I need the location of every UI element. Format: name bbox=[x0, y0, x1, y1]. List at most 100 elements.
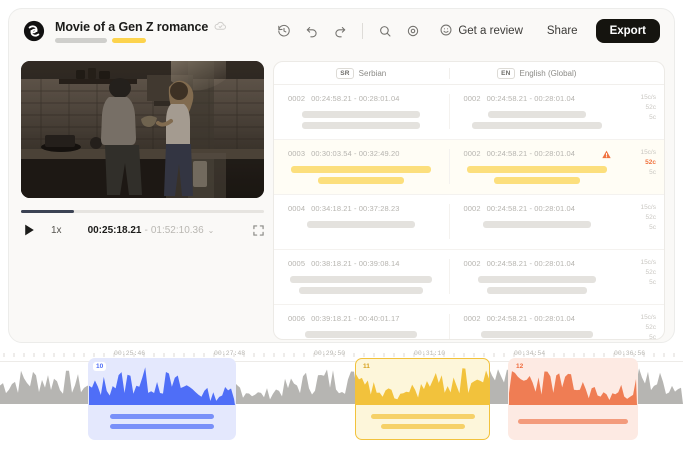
subtitle-index: 0002 bbox=[463, 94, 481, 103]
subtitle-index: 0004 bbox=[288, 204, 306, 213]
clip-waveform bbox=[356, 363, 489, 405]
ruler-tick-label: 00:31:10 bbox=[414, 350, 446, 357]
subtitle-text-line bbox=[477, 276, 596, 283]
subtitle-index: 0002 bbox=[463, 314, 481, 323]
subtitle-text-line bbox=[471, 122, 602, 129]
get-a-review-button[interactable]: Get a review bbox=[433, 19, 529, 44]
subtitle-time-range: 00:24:58.21 - 00:28:01.04 bbox=[486, 259, 575, 268]
metric-value: 15c/s bbox=[640, 259, 656, 266]
subtitle-time-range: 00:24:58.21 - 00:28:01.04 bbox=[311, 94, 400, 103]
time-separator: - bbox=[144, 224, 148, 236]
timeline-clip[interactable]: 11 bbox=[355, 358, 490, 440]
settings-icon[interactable] bbox=[401, 19, 425, 43]
metric-value: 52c bbox=[645, 269, 656, 277]
subtitle-text-line bbox=[290, 276, 433, 283]
undo-icon[interactable] bbox=[300, 19, 324, 43]
metric-value: 5c bbox=[649, 334, 656, 340]
search-icon[interactable] bbox=[373, 19, 397, 43]
chevron-down-icon[interactable]: ⌄ bbox=[207, 225, 215, 235]
subtitle-text-lines bbox=[288, 166, 435, 184]
table-row[interactable]: 0002 00:24:58.21 - 00:28:01.04 0002 00:24:5… bbox=[274, 85, 664, 140]
clip-waveform bbox=[89, 363, 235, 405]
subtitle-cell-target[interactable]: 0002 00:24:58.21 - 00:28:01.04 bbox=[450, 259, 625, 294]
timeline-clip[interactable]: 10 bbox=[88, 358, 236, 440]
table-row[interactable]: 0003 00:30:03.54 - 00:32:49.20 0002 00:24:5… bbox=[274, 140, 664, 195]
metric-value: 5c bbox=[649, 279, 656, 287]
language-code-chip: SR bbox=[336, 67, 354, 79]
subtitle-cell-source[interactable]: 0003 00:30:03.54 - 00:32:49.20 bbox=[274, 149, 450, 184]
get-a-review-label: Get a review bbox=[458, 25, 523, 37]
fullscreen-icon[interactable] bbox=[253, 224, 264, 236]
subtitle-text-lines bbox=[464, 166, 611, 184]
clip-text-block bbox=[509, 403, 637, 439]
scrubber-progress bbox=[21, 210, 75, 213]
video-scrubber[interactable] bbox=[21, 210, 264, 213]
placeholder-bar-yellow bbox=[112, 37, 146, 43]
timeline-clip[interactable]: 12 bbox=[508, 358, 638, 440]
row-metrics: 15c/s 52c 5c bbox=[602, 149, 664, 184]
player-controls: 1x 00:25:18.21 - 01:52:10.36 ⌄ bbox=[21, 222, 264, 238]
subtitle-cell-source[interactable]: 0005 00:38:18.21 - 00:39:08.14 bbox=[274, 259, 450, 294]
metric-value: 15c/s bbox=[640, 149, 656, 156]
subtitle-text-lines bbox=[288, 111, 435, 129]
language-name: Serbian bbox=[358, 68, 387, 78]
language-code-chip: EN bbox=[497, 67, 515, 79]
subtitle-cell-target[interactable]: 0002 00:24:58.21 - 00:28:01.04 bbox=[450, 314, 625, 339]
language-name: English (Global) bbox=[519, 68, 577, 78]
redo-icon[interactable] bbox=[328, 19, 352, 43]
clip-text-block bbox=[89, 403, 235, 439]
subtitle-table: SR Serbian EN English (Global) 0002 00:24… bbox=[273, 61, 665, 340]
clip-text-block bbox=[356, 403, 489, 439]
language-column-target[interactable]: EN English (Global) bbox=[450, 67, 625, 79]
header-toolbar: Get a review Share Export bbox=[272, 19, 660, 44]
metric-value: 52c bbox=[645, 104, 656, 112]
table-row[interactable]: 0006 00:39:18.21 - 00:40:01.17 0002 00:24:5… bbox=[274, 305, 664, 340]
warning-triangle-icon[interactable] bbox=[602, 150, 611, 159]
subtitle-time-range: 00:24:58.21 - 00:28:01.04 bbox=[486, 314, 575, 323]
time-display[interactable]: 00:25:18.21 - 01:52:10.36 ⌄ bbox=[88, 225, 215, 236]
ruler-tick-label: 00:29:50 bbox=[314, 350, 346, 357]
subtitle-timecode: 0002 00:24:58.21 - 00:28:01.04 bbox=[464, 314, 611, 323]
metric-value: 5c bbox=[649, 224, 656, 232]
page-title[interactable]: Movie of a Gen Z romance bbox=[55, 19, 209, 34]
share-button[interactable]: Share bbox=[546, 25, 578, 37]
metric-value: 5c bbox=[649, 114, 656, 122]
subtitle-index: 0006 bbox=[288, 314, 306, 323]
metric-value: 52c bbox=[645, 324, 656, 332]
subtitle-timecode: 0004 00:34:18.21 - 00:37:28.23 bbox=[288, 204, 435, 213]
subtitle-cell-target[interactable]: 0002 00:24:58.21 - 00:28:01.04 bbox=[450, 94, 625, 129]
subtitle-text-line bbox=[480, 331, 593, 338]
subtitle-timecode: 0002 00:24:58.21 - 00:28:01.04 bbox=[464, 149, 611, 158]
export-button[interactable]: Export bbox=[595, 19, 660, 43]
subtitle-time-range: 00:24:58.21 - 00:28:01.04 bbox=[486, 149, 575, 158]
current-time: 00:25:18.21 bbox=[87, 224, 142, 236]
subtitle-time-range: 00:24:58.21 - 00:28:01.04 bbox=[486, 204, 575, 213]
subtitle-index: 0003 bbox=[288, 149, 306, 158]
subtitle-text-lines bbox=[464, 331, 611, 338]
table-row[interactable]: 0004 00:34:18.21 - 00:37:28.23 0002 00:24:5… bbox=[274, 195, 664, 250]
subtitle-text-lines bbox=[464, 111, 611, 129]
language-column-source[interactable]: SR Serbian bbox=[274, 67, 450, 79]
subtitle-timecode: 0006 00:39:18.21 - 00:40:01.17 bbox=[288, 314, 435, 323]
cloud-check-icon bbox=[214, 20, 227, 33]
play-icon[interactable] bbox=[21, 222, 37, 238]
app-header: Movie of a Gen Z romance bbox=[9, 9, 674, 53]
timeline-ruler[interactable]: 00:25:46 00:27:48 00:29:50 00:31:10 00:34:54… bbox=[0, 348, 683, 362]
subtitle-text-line bbox=[493, 177, 580, 184]
playback-speed-button[interactable]: 1x bbox=[51, 224, 62, 236]
subtitle-cell-target[interactable]: 0002 00:24:58.21 - 00:28:01.04 bbox=[450, 204, 625, 239]
subtitle-text-line bbox=[307, 221, 416, 228]
subtitle-cell-source[interactable]: 0006 00:39:18.21 - 00:40:01.17 bbox=[274, 314, 450, 339]
subtitle-cell-source[interactable]: 0004 00:34:18.21 - 00:37:28.23 bbox=[274, 204, 450, 239]
video-preview[interactable] bbox=[21, 61, 264, 198]
table-row[interactable]: 0005 00:38:18.21 - 00:39:08.14 0002 00:24:5… bbox=[274, 250, 664, 305]
subtitle-cell-target[interactable]: 0002 00:24:58.21 - 00:28:01.04 bbox=[450, 149, 625, 184]
subtitle-index: 0002 bbox=[463, 149, 481, 158]
timeline-panel[interactable]: 00:25:46 00:27:48 00:29:50 00:31:10 00:34:54… bbox=[0, 348, 683, 450]
total-time: 01:52:10.36 bbox=[150, 224, 204, 236]
subtitle-time-range: 00:34:18.21 - 00:37:28.23 bbox=[311, 204, 400, 213]
history-icon[interactable] bbox=[272, 19, 296, 43]
subtitle-timecode: 0005 00:38:18.21 - 00:39:08.14 bbox=[288, 259, 435, 268]
subtitle-cell-source[interactable]: 0002 00:24:58.21 - 00:28:01.04 bbox=[274, 94, 450, 129]
row-metrics: 15c/s 52c 5c bbox=[624, 94, 664, 129]
